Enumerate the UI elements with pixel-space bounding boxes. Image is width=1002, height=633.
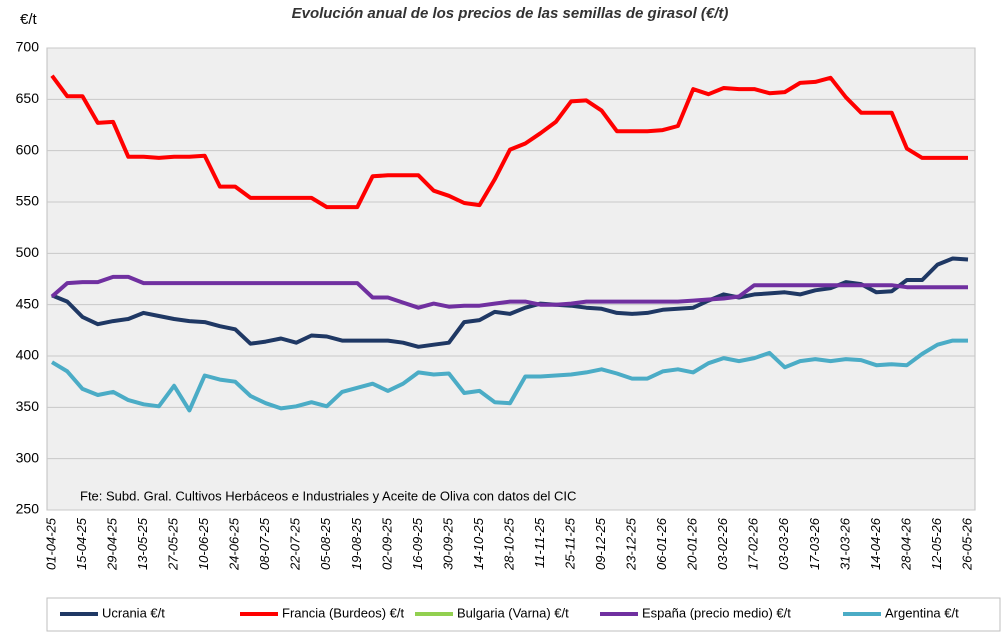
y-tick-label: 400 [16, 347, 40, 363]
x-tick-label: 25-11-25 [563, 517, 578, 570]
x-tick-label: 17-02-26 [746, 517, 761, 570]
y-tick-label: 250 [16, 501, 40, 517]
x-tick-label: 08-07-25 [257, 517, 272, 570]
y-tick-label: 450 [16, 295, 40, 311]
x-tick-label: 01-04-25 [43, 517, 58, 570]
x-tick-label: 26-05-26 [959, 517, 974, 571]
y-tick-label: 500 [16, 244, 40, 260]
legend-label: España (precio medio) €/t [642, 605, 791, 620]
x-tick-label: 14-10-25 [471, 517, 486, 570]
x-tick-label: 20-01-26 [685, 517, 700, 571]
x-tick-label: 19-08-25 [349, 517, 364, 570]
x-tick-label: 11-11-25 [532, 517, 547, 568]
legend-label: Francia (Burdeos) €/t [282, 605, 404, 620]
x-tick-label: 27-05-25 [166, 517, 181, 571]
x-tick-label: 03-03-26 [776, 517, 791, 570]
x-tick-label: 17-03-26 [807, 517, 822, 570]
x-tick-label: 13-05-25 [135, 517, 150, 570]
y-axis-label: €/t [20, 11, 38, 28]
y-tick-label: 550 [16, 193, 40, 209]
x-tick-label: 30-09-25 [440, 517, 455, 570]
x-tick-label: 06-01-26 [654, 517, 669, 570]
y-tick-label: 700 [16, 39, 40, 55]
x-tick-label: 28-04-26 [898, 517, 913, 571]
y-tick-label: 600 [16, 141, 40, 157]
y-tick-label: 300 [16, 449, 40, 465]
y-tick-label: 650 [16, 90, 40, 106]
legend-label: Ucrania €/t [102, 605, 165, 620]
x-tick-label: 12-05-26 [929, 517, 944, 570]
x-tick-label: 16-09-25 [410, 517, 425, 570]
x-tick-label: 24-06-25 [227, 517, 242, 571]
x-tick-label: 02-09-25 [379, 517, 394, 570]
series-line [50, 274, 968, 310]
chart-title: Evolución anual de los precios de las se… [292, 5, 729, 22]
x-tick-label: 29-04-25 [105, 517, 120, 571]
legend-box [46, 597, 1001, 632]
x-tick-label: 22-07-25 [288, 517, 303, 571]
x-tick-label: 10-06-25 [196, 517, 211, 570]
legend-label: Argentina €/t [885, 605, 959, 620]
x-tick-label: 14-04-26 [868, 517, 883, 570]
x-tick-label: 15-04-25 [74, 517, 89, 570]
plot-area [46, 47, 976, 511]
series-line [51, 256, 969, 349]
x-tick-label: 28-10-25 [501, 517, 516, 571]
series-line [50, 74, 968, 210]
series-line [50, 338, 968, 413]
x-tick-label: 31-03-26 [837, 517, 852, 570]
legend-label: Bulgaria (Varna) €/t [457, 605, 569, 620]
y-tick-label: 350 [16, 398, 40, 414]
x-tick-label: 05-08-25 [318, 517, 333, 570]
annotation: Fte: Subd. Gral. Cultivos Herbáceos e In… [80, 488, 576, 503]
x-tick-label: 23-12-25 [624, 517, 639, 571]
x-tick-label: 03-02-26 [715, 517, 730, 570]
x-tick-label: 09-12-25 [593, 517, 608, 570]
